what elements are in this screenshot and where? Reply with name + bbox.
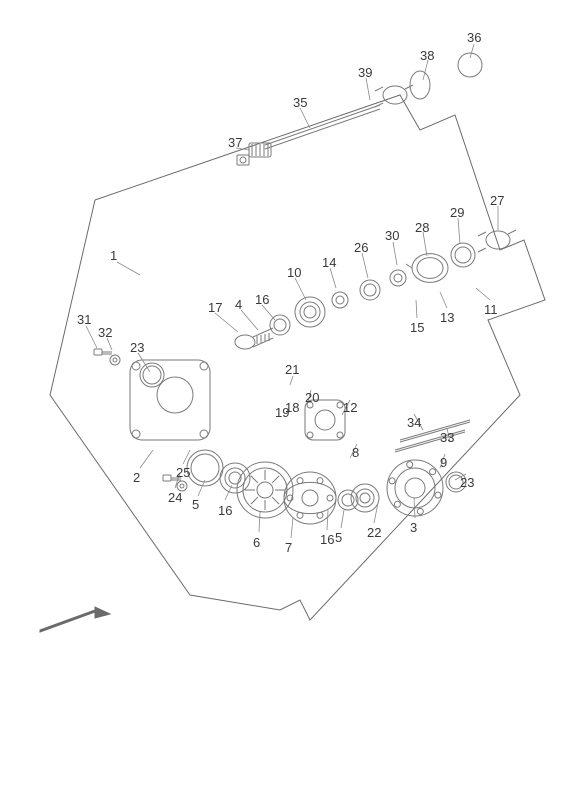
boundary-polyline: [50, 95, 545, 620]
leader-lines: [86, 44, 498, 538]
diagram-svg: [0, 0, 579, 800]
direction-arrow: [40, 607, 110, 632]
diagram-stage: 3638393537272928302614101641711131513132…: [0, 0, 579, 800]
parts-group: [94, 53, 516, 524]
